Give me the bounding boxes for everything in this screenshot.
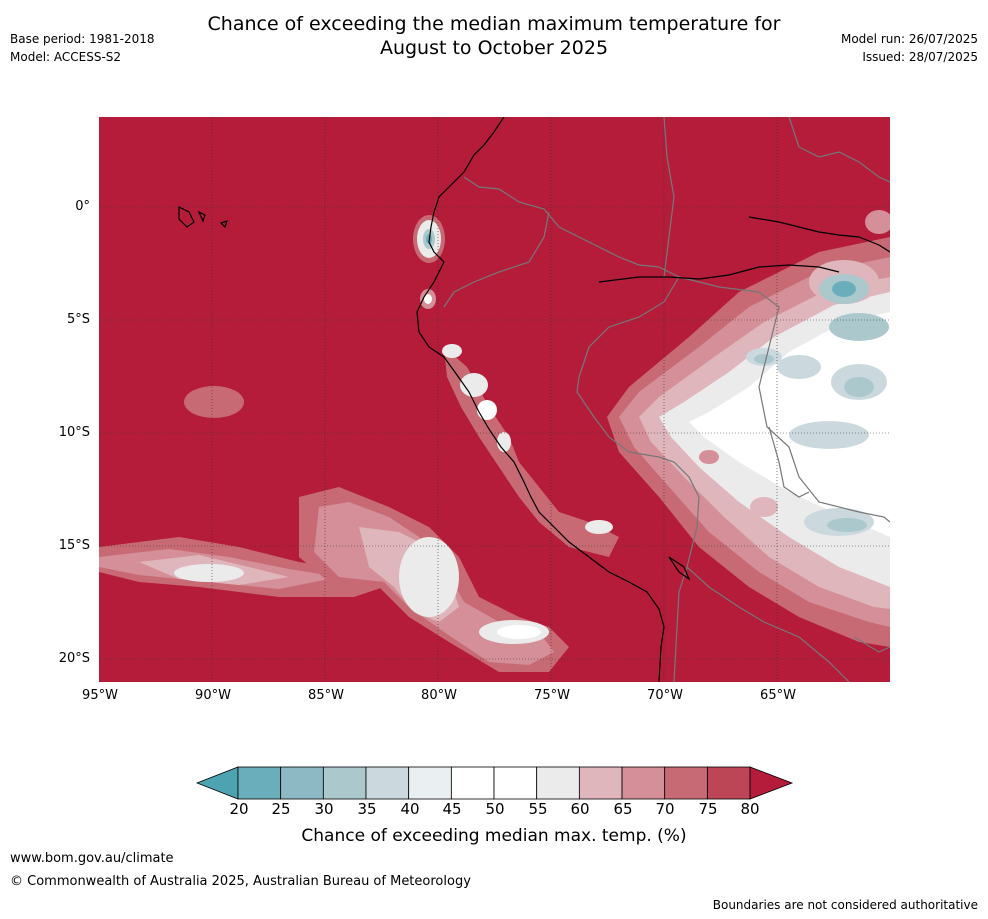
lon-label-65w: 65°W [760,688,796,703]
colorbar-cell [322,766,367,800]
peru-coast-anomaly [442,344,619,557]
colorbar-extend-high [749,766,794,800]
lat-label-20s: 20°S [58,651,90,666]
colorbar-tick: 25 [271,800,291,818]
copyright-text: © Commonwealth of Australia 2025, Austra… [10,874,471,889]
model-run: Model run: 26/07/2025 [840,32,978,46]
colorbar-tick: 45 [442,800,462,818]
colorbar-tick: 80 [740,800,760,818]
colorbar-tick: 40 [400,800,420,818]
lat-label-10s: 10°S [58,425,90,440]
colorbar-cell [365,766,410,800]
colorbar-cell [280,766,324,800]
country-borders [443,117,890,682]
colorbar-cell [706,766,751,800]
coastlines [178,117,890,682]
colorbar-label: Chance of exceeding median max. temp. (%… [301,826,687,846]
colorbar-cell [237,766,282,800]
model-name: Model: ACCESS-S2 [10,50,122,64]
meta-right: Model run: 26/07/2025 Issued: 28/07/2025 [841,30,978,66]
colorbar-tick: 20 [229,800,249,818]
colorbar-tick: 60 [570,800,590,818]
colorbar-cell [664,766,708,800]
lat-label-15s: 15°S [58,538,90,553]
colorbar-extend-low [196,766,239,800]
colorbar-cell [621,766,666,800]
website-text: www.bom.gov.au/climate [10,851,174,866]
lon-label-80w: 80°W [421,688,457,703]
map-gridlines [99,117,890,682]
lon-label-75w: 75°W [534,688,570,703]
base-period: Base period: 1981-2018 [10,32,155,46]
amazon-anomaly [607,210,890,647]
lat-label-5s: 5°S [66,312,90,327]
colorbar-tick: 65 [613,800,633,818]
lat-label-0: 0° [75,199,90,214]
colorbar [196,766,794,800]
colorbar-cell [493,766,538,800]
title-line-2: August to October 2025 [379,37,609,59]
colorbar-cell [536,766,580,800]
disclaimer-text: Boundaries are not considered authoritat… [712,898,978,912]
colorbar-tick: 35 [357,800,377,818]
meta-left: Base period: 1981-2018 Model: ACCESS-S2 [10,30,155,66]
colorbar-tick: 70 [655,800,675,818]
colorbar-tick: 55 [528,800,548,818]
lon-label-90w: 90°W [195,688,231,703]
colorbar-tick: 50 [485,800,505,818]
colorbar-tick: 75 [698,800,718,818]
lon-label-95w: 95°W [82,688,118,703]
lon-label-85w: 85°W [308,688,344,703]
lon-label-70w: 70°W [647,688,683,703]
forecast-map [99,117,890,682]
colorbar-cell [408,766,452,800]
pacific-anomaly [99,386,569,672]
issued-date: Issued: 28/07/2025 [862,50,978,64]
colorbar-cell [450,766,495,800]
title-line-1: Chance of exceeding the median maximum t… [207,13,781,35]
map-title: Chance of exceeding the median maximum t… [0,12,988,60]
colorbar-cell [578,766,623,800]
colorbar-tick: 30 [314,800,334,818]
